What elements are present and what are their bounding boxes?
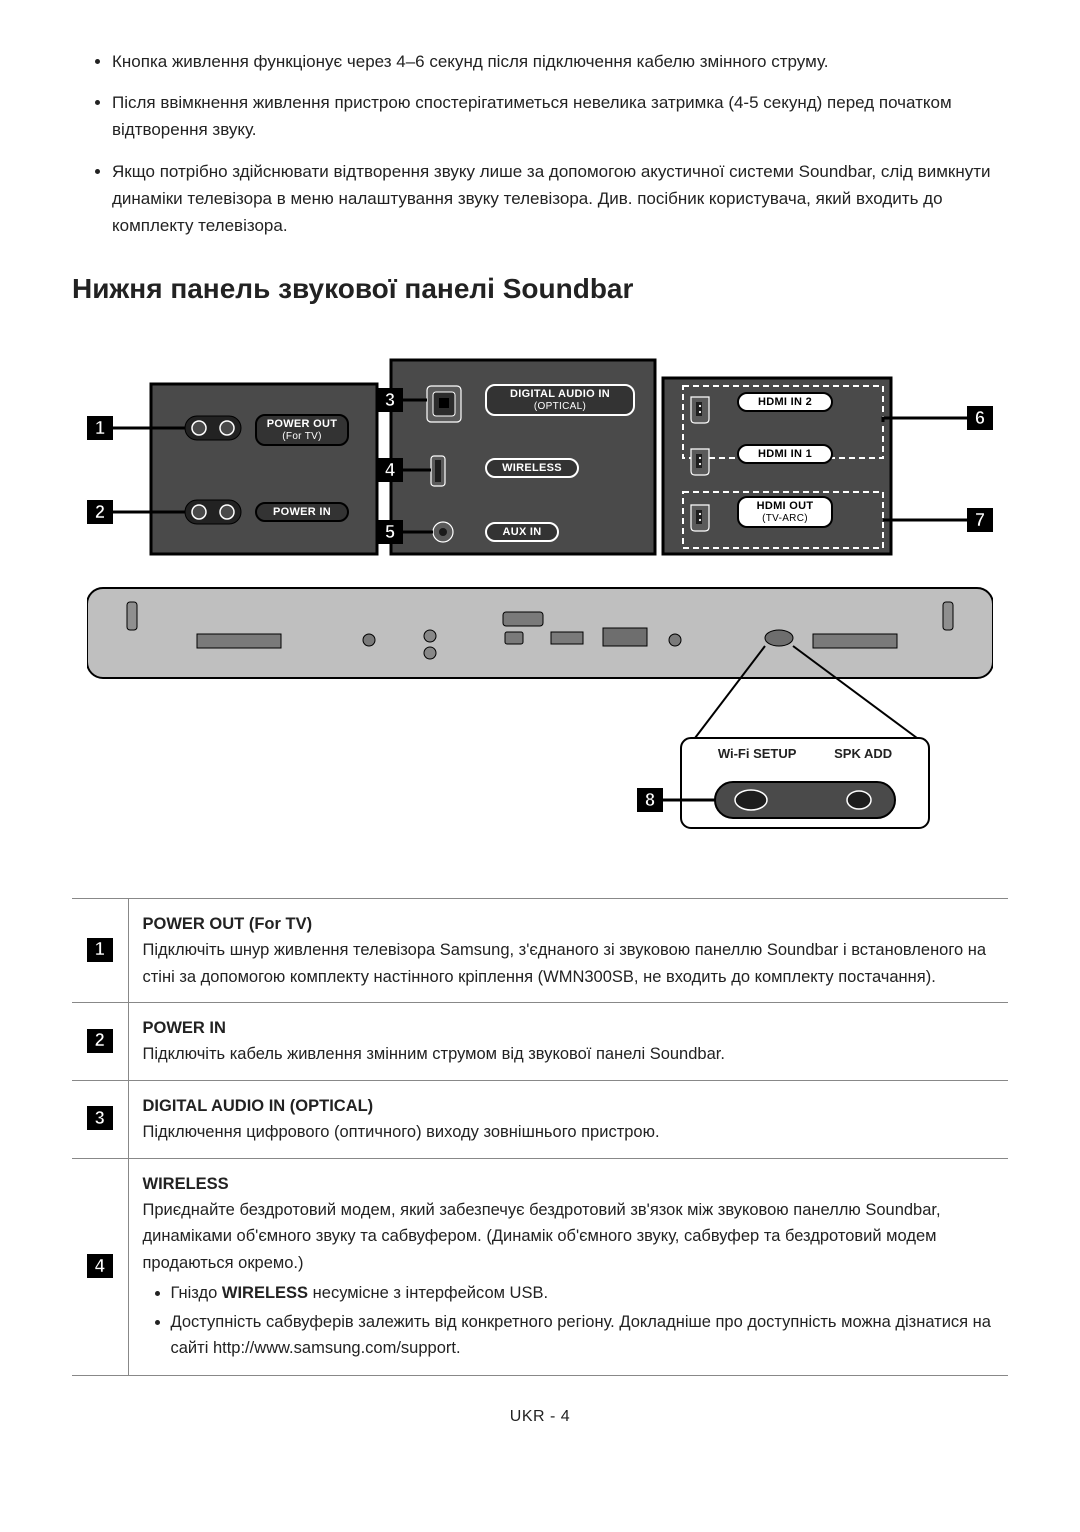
label-wireless: WIRELESS bbox=[485, 458, 579, 478]
intro-bullet: Кнопка живлення функціонує через 4–6 сек… bbox=[112, 48, 1008, 75]
row-badge: 2 bbox=[87, 1029, 113, 1053]
callout-badge-3: 3 bbox=[377, 388, 403, 412]
label-text: POWER OUT bbox=[267, 418, 338, 430]
label-wifi-spk-row: Wi-Fi SETUP SPK ADD bbox=[699, 744, 911, 765]
callout-badge-1: 1 bbox=[87, 416, 113, 440]
callout-badge-4: 4 bbox=[377, 458, 403, 482]
row-badge: 4 bbox=[87, 1254, 113, 1278]
port-desc: Приєднайте бездротовий модем, який забез… bbox=[143, 1197, 995, 1276]
port-desc: Підключіть шнур живлення телевізора Sams… bbox=[143, 937, 995, 990]
row-badge: 3 bbox=[87, 1106, 113, 1130]
port-desc: Підключення цифрового (оптичного) виходу… bbox=[143, 1119, 995, 1145]
label-optical: DIGITAL AUDIO IN (OPTICAL) bbox=[485, 384, 635, 416]
port-sublist-item: Гніздо WIRELESS несумісне з інтерфейсом … bbox=[171, 1280, 995, 1306]
port-desc: Підключіть кабель живлення змінним струм… bbox=[143, 1041, 995, 1067]
port-title: POWER IN bbox=[143, 1015, 995, 1041]
intro-bullet: Після ввімкнення живлення пристрою спост… bbox=[112, 89, 1008, 143]
label-power-in: POWER IN bbox=[255, 502, 349, 522]
label-power-out: POWER OUT (For TV) bbox=[255, 414, 349, 446]
callout-badge-7: 7 bbox=[967, 508, 993, 532]
page-footer: UKR - 4 bbox=[72, 1404, 1008, 1430]
port-title: DIGITAL AUDIO IN (OPTICAL) bbox=[143, 1093, 995, 1119]
label-text: AUX IN bbox=[502, 526, 541, 538]
intro-bullet: Якщо потрібно здійснювати відтворення зв… bbox=[112, 158, 1008, 240]
callout-badge-8: 8 bbox=[637, 788, 663, 812]
label-hdmi-out: HDMI OUT (TV-ARC) bbox=[737, 496, 833, 528]
port-title: POWER OUT (For TV) bbox=[143, 911, 995, 937]
ports-table: 1 POWER OUT (For TV) Підключіть шнур жив… bbox=[72, 898, 1008, 1376]
table-row: 4 WIRELESS Приєднайте бездротовий модем,… bbox=[72, 1158, 1008, 1376]
table-row: 3 DIGITAL AUDIO IN (OPTICAL) Підключення… bbox=[72, 1080, 1008, 1158]
label-subtext: (For TV) bbox=[282, 431, 321, 442]
label-hdmi-in-2: HDMI IN 2 bbox=[737, 392, 833, 412]
label-aux-in: AUX IN bbox=[485, 522, 559, 542]
port-sublist-item: Доступність сабвуферів залежить від конк… bbox=[171, 1309, 995, 1362]
callout-badge-2: 2 bbox=[87, 500, 113, 524]
callout-badge-6: 6 bbox=[967, 406, 993, 430]
row-badge: 1 bbox=[87, 938, 113, 962]
table-row: 2 POWER IN Підключіть кабель живлення зм… bbox=[72, 1003, 1008, 1081]
port-sublist: Гніздо WIRELESS несумісне з інтерфейсом … bbox=[143, 1280, 995, 1361]
label-subtext: (TV-ARC) bbox=[762, 513, 808, 524]
section-title: Нижня панель звукової панелі Soundbar bbox=[72, 267, 1008, 312]
intro-bullet-list: Кнопка живлення функціонує через 4–6 сек… bbox=[72, 48, 1008, 239]
label-text: DIGITAL AUDIO IN bbox=[510, 388, 610, 400]
label-text: HDMI OUT bbox=[757, 500, 814, 512]
label-subtext: (OPTICAL) bbox=[534, 401, 586, 412]
label-hdmi-in-1: HDMI IN 1 bbox=[737, 444, 833, 464]
table-row: 1 POWER OUT (For TV) Підключіть шнур жив… bbox=[72, 898, 1008, 1002]
callout-badge-5: 5 bbox=[377, 520, 403, 544]
label-text: HDMI IN 2 bbox=[758, 396, 812, 408]
label-text: WIRELESS bbox=[502, 462, 562, 474]
label-text: HDMI IN 1 bbox=[758, 448, 812, 460]
port-title: WIRELESS bbox=[143, 1171, 995, 1197]
label-spk-add: SPK ADD bbox=[834, 744, 892, 765]
label-wifi-setup: Wi-Fi SETUP bbox=[718, 744, 797, 765]
soundbar-bottom-diagram: POWER OUT (For TV) POWER IN DIGITAL AUDI… bbox=[87, 340, 993, 850]
label-text: POWER IN bbox=[273, 506, 331, 518]
